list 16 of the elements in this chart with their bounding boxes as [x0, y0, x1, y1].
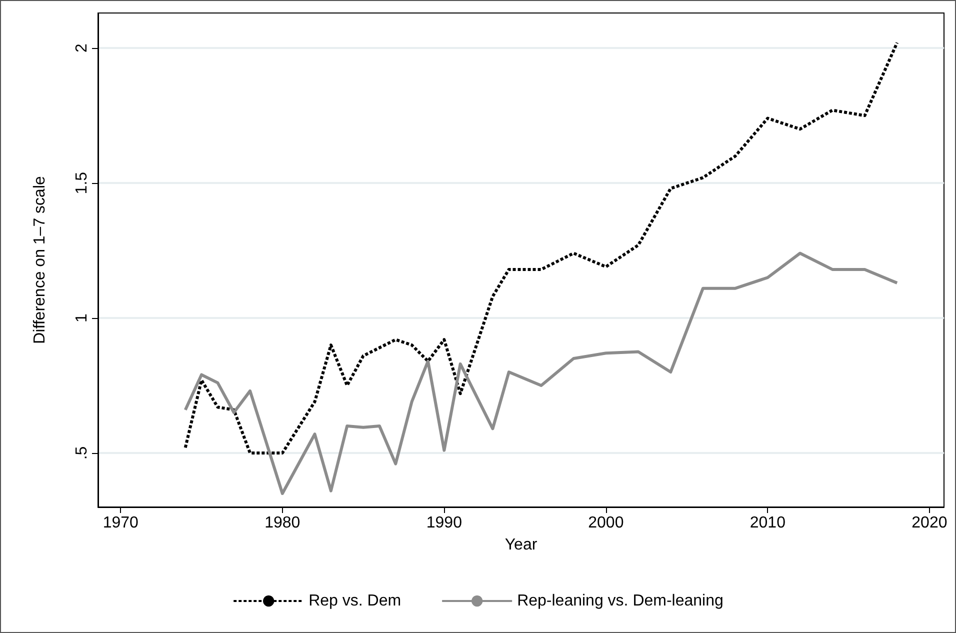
y-tick-label: 2	[74, 44, 90, 53]
y-tick-label: 1.5	[74, 172, 90, 194]
x-tick-label: 2010	[750, 514, 786, 532]
x-axis-title: Year	[504, 536, 538, 554]
y-tick-label: 1	[74, 313, 90, 322]
x-tick-label: 1970	[102, 514, 139, 532]
x-tick-label: 1980	[264, 514, 300, 532]
x-tick-label: 2020	[912, 514, 948, 532]
legend-label: Rep-leaning vs. Dem-leaning	[517, 592, 724, 610]
x-tick-label: 2000	[588, 514, 624, 532]
legend-label: Rep vs. Dem	[308, 592, 402, 610]
y-tick-label: .5	[74, 446, 90, 460]
line-series	[184, 41, 899, 455]
y-axis-title: Difference on 1–7 scale	[32, 176, 48, 344]
x-tick-label: 1990	[426, 514, 462, 532]
line-series	[184, 252, 899, 496]
